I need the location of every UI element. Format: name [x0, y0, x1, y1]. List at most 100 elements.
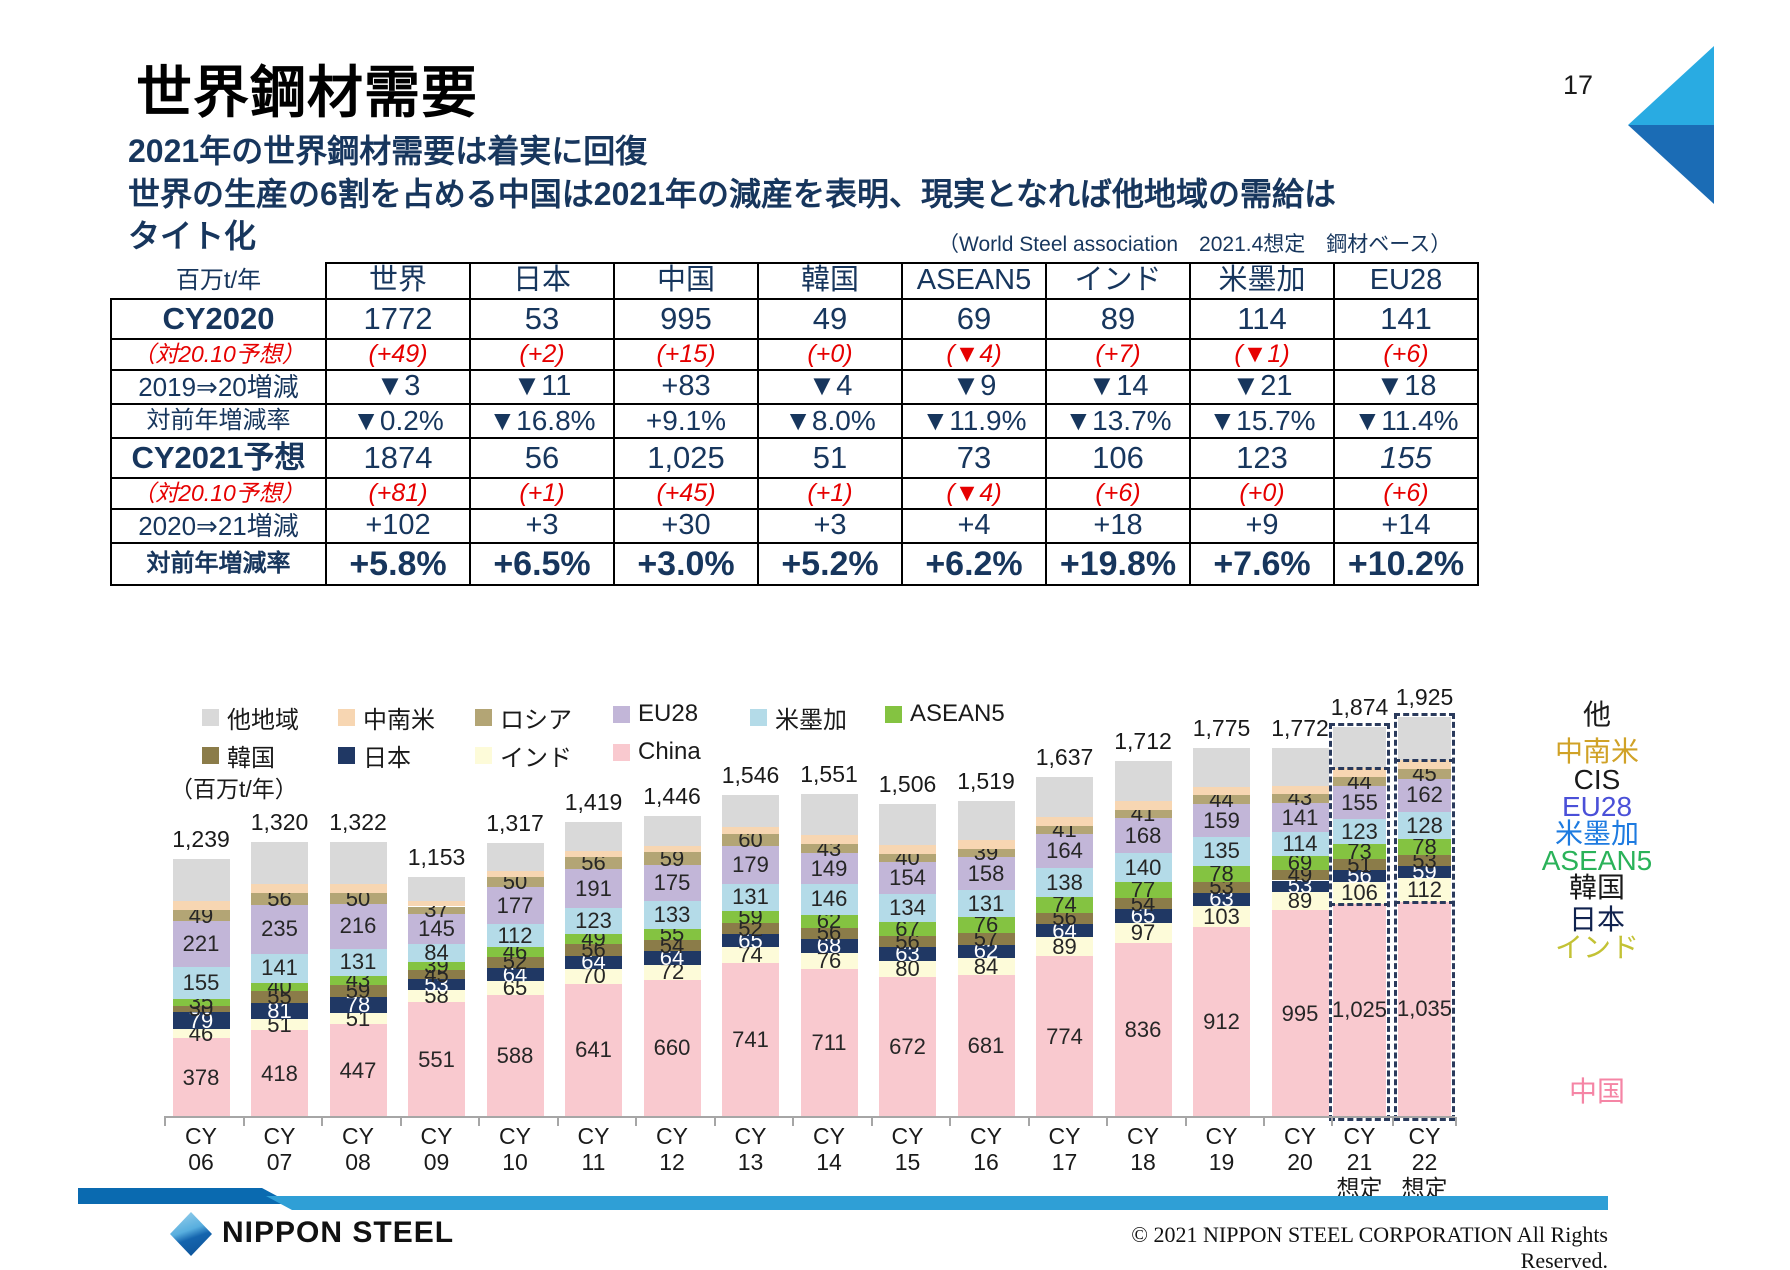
table-cell: +3 — [757, 508, 903, 544]
bar-segment-インド — [408, 990, 465, 1003]
bar-segment-他地域 — [643, 816, 701, 846]
forecast-dashed-divider — [1329, 767, 1390, 771]
table-cell: 69 — [901, 298, 1047, 340]
bar-segment-China — [1114, 943, 1172, 1117]
bar-segment-インド — [1333, 881, 1386, 904]
bar-segment-label-EU28: 235 — [261, 916, 298, 942]
bar-total-label: 1,317 — [486, 810, 544, 837]
bar-segment-他地域 — [172, 859, 230, 902]
legend-swatch — [613, 743, 630, 761]
bar-segment-インド — [1193, 905, 1250, 928]
column-header-中国: 中国 — [613, 262, 759, 300]
row-label: 対前年増減率 — [110, 403, 327, 439]
bar-segment-米墨加 — [643, 901, 701, 929]
bar-segment-label-インド: 89 — [1287, 887, 1313, 913]
bar-segment-韓国 — [251, 991, 308, 1003]
subtitle-line1: 2021年の世界鋼材需要は着実に回復 — [128, 133, 648, 169]
legend-item-他地域: 他地域 — [202, 700, 299, 735]
chart-right-label-インド: インド — [1554, 932, 1639, 963]
footer-band-decoration — [78, 1188, 1608, 1210]
bar-segment-label-米墨加: 131 — [967, 890, 1005, 916]
table-cell: 123 — [1189, 437, 1335, 479]
bar-segment-中南米 — [722, 826, 779, 834]
bar-segment-日本 — [800, 939, 858, 954]
table-cell: (+7) — [1045, 338, 1191, 371]
bar-segment-ASEAN5 — [800, 914, 858, 928]
table-row: 2020⇒21増減 +102 +3 +30 +3 +4 +18 +9 +14 — [110, 508, 1479, 544]
bar-segment-韓国 — [329, 984, 387, 998]
bar-total-label: 1,239 — [172, 826, 230, 853]
bar-segment-中南米 — [957, 840, 1015, 850]
bar-segment-EU28 — [408, 914, 465, 945]
demand-table: 百万t/年 世界 日本 中国 韓国 ASEAN5 インド 米墨加 EU28 CY2020 1772 5… — [110, 262, 1479, 586]
x-axis-tick — [1106, 1117, 1108, 1126]
bar-segment-label-EU28: 158 — [967, 860, 1005, 886]
bar-segment-China — [408, 1002, 465, 1117]
table-cell: 141 — [1333, 298, 1479, 340]
x-axis-label-CY14: CY 14 — [813, 1123, 845, 1175]
bar-segment-label-China: 551 — [418, 1046, 455, 1072]
bar-segment-米墨加 — [722, 883, 779, 911]
table-cell: +6.2% — [901, 542, 1047, 586]
table-cell: (▼1) — [1189, 338, 1335, 371]
bar-segment-他地域 — [486, 843, 544, 871]
table-cell: 106 — [1045, 437, 1191, 479]
bar-segment-label-米墨加: 114 — [1282, 831, 1318, 857]
bar-segment-他地域 — [722, 795, 779, 827]
bar-segment-EU28 — [565, 868, 622, 909]
x-axis-label-CY09: CY 09 — [420, 1123, 453, 1175]
bar-segment-他地域 — [800, 794, 858, 836]
column-header-ASEAN5: ASEAN5 — [901, 262, 1047, 300]
bar-total-label: 1,153 — [407, 844, 466, 871]
bar-segment-China — [957, 975, 1015, 1117]
forecast-dashed-divider — [1394, 758, 1455, 762]
x-axis-tick — [1027, 1117, 1030, 1126]
bar-segment-中南米 — [565, 850, 622, 857]
legend-swatch — [338, 747, 355, 764]
table-row: （対20.10予想） (+81) (+1) (+45) (+1) (▼4) (+6) (+0)… — [110, 477, 1479, 510]
column-header-EU28: EU28 — [1333, 262, 1479, 300]
legend-swatch — [202, 747, 219, 764]
bar-segment-日本 — [1271, 880, 1329, 892]
bar-segment-日本 — [643, 951, 701, 965]
bar-segment-インド — [879, 960, 936, 978]
bar-segment-中南米 — [879, 844, 936, 854]
bar-segment-label-EU28: 154 — [889, 865, 926, 890]
x-axis-tick — [556, 1117, 559, 1126]
bar-segment-China — [1193, 927, 1250, 1117]
bar-segment-label-China: 641 — [575, 1037, 612, 1063]
bar-segment-label-米墨加: 140 — [1124, 854, 1162, 880]
bar-segment-韓国 — [565, 944, 622, 956]
bar-segment-label-EU28: 221 — [182, 930, 220, 956]
bar-segment-インド — [251, 1019, 308, 1031]
bar-segment-インド — [565, 969, 622, 984]
bar-segment-インド — [800, 953, 858, 970]
bar-segment-他地域 — [1398, 716, 1451, 760]
table-cell: 89 — [1045, 298, 1191, 340]
bar-segment-EU28 — [643, 864, 701, 902]
table-cell: ▼18 — [1333, 369, 1479, 405]
forecast-dashed-outline — [1329, 723, 1390, 1121]
bar-segment-label-EU28: 141 — [1281, 804, 1319, 830]
x-axis-tick — [949, 1117, 951, 1126]
bar-segment-韓国 — [1333, 859, 1386, 871]
bar-segment-日本 — [565, 955, 622, 970]
x-axis-tick — [1392, 1117, 1394, 1126]
bar-segment-米墨加 — [1333, 818, 1386, 845]
table-cell: +30 — [613, 508, 759, 544]
table-cell: ▼21 — [1189, 369, 1335, 405]
bar-segment-label-EU28: 149 — [810, 855, 848, 881]
x-axis-tick — [713, 1117, 716, 1126]
bar-segment-中南米 — [486, 870, 544, 877]
bar-segment-日本 — [1193, 892, 1250, 906]
table-cell: +7.6% — [1189, 542, 1335, 586]
bar-segment-label-米墨加: 133 — [653, 901, 691, 927]
bar-segment-中南米 — [1036, 816, 1093, 826]
bar-segment-日本 — [172, 1012, 230, 1029]
table-unit-label: 百万t/年 — [111, 263, 327, 300]
bar-segment-日本 — [879, 947, 936, 961]
bar-segment-米墨加 — [172, 966, 230, 999]
page-title: 世界鋼材需要 — [136, 61, 478, 124]
bar-segment-米墨加 — [800, 884, 858, 915]
table-cell: ▼3 — [325, 369, 471, 405]
